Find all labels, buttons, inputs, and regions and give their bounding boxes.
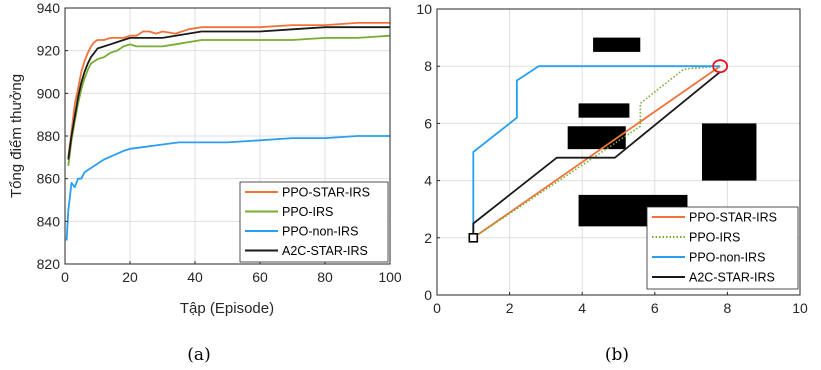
legend-label-ppo-star-irs: PPO-STAR-IRS: [282, 186, 370, 200]
x-tick-label: 10: [792, 300, 808, 316]
series-line-ppo-star-irs: [67, 21, 390, 158]
x-tick-label: 60: [252, 269, 268, 285]
legend-box: [646, 206, 799, 290]
obstacle: [567, 126, 626, 150]
x-tick-label: 6: [651, 300, 659, 316]
panel-a-legend: PPO-STAR-IRS PPO-IRS PPO-non-IRS A2C-STAR-I…: [239, 181, 389, 263]
x-tick-label: 2: [506, 300, 514, 316]
panel-a-grid: [64, 7, 391, 265]
y-tick-label: 880: [37, 128, 61, 144]
panel-b-markers: [468, 59, 729, 243]
x-tick-label: 4: [578, 300, 586, 316]
panel-b-trajectory-map: 0 2 4 6 8 10 0 2 4 6 8 10 PPO-STAR-IRS PPO-IRS PPO-no…: [416, 1, 808, 365]
panel-b-ticks: 0 2 4 6 8 10 0 2 4 6 8 10: [416, 1, 808, 316]
obstacle: [578, 103, 630, 118]
y-tick-label: 900: [37, 85, 61, 101]
legend-label-a2c-star-irs: A2C-STAR-IRS: [282, 244, 368, 258]
panel-b-frame: [436, 8, 801, 296]
legend-box: [239, 181, 389, 263]
series-line-ppo-non-irs: [472, 65, 721, 238]
x-tick-label: 0: [61, 269, 69, 285]
legend-label-ppo-irs: PPO-IRS: [282, 205, 333, 219]
y-tick-label: 8: [424, 58, 432, 74]
obstacle: [593, 37, 641, 52]
series-line-ppo-star-irs: [472, 65, 721, 239]
panel-a-y-axis-label: Tổng điểm thưởng: [8, 74, 25, 198]
y-tick-label: 940: [37, 0, 61, 16]
legend-label-ppo-star-irs: PPO-STAR-IRS: [689, 211, 777, 225]
obstacle: [701, 123, 757, 181]
panel-a-ticks: 0 20 40 60 80 100 820 840 860 880 900 920 940: [37, 0, 402, 285]
series-line-ppo-irs: [472, 65, 721, 239]
legend-label-ppo-non-irs: PPO-non-IRS: [282, 225, 358, 239]
legend-label-a2c-star-irs: A2C-STAR-IRS: [689, 271, 775, 285]
x-tick-label: 20: [122, 269, 138, 285]
y-tick-label: 820: [37, 256, 61, 272]
legend-label-ppo-non-irs: PPO-non-IRS: [689, 251, 765, 265]
y-tick-label: 4: [424, 173, 432, 189]
series-line-a2c-star-irs: [472, 71, 721, 238]
start-marker: [468, 233, 479, 243]
x-tick-label: 40: [187, 269, 203, 285]
series-line-ppo-irs: [67, 34, 391, 167]
panel-a-reward-chart: 0 20 40 60 80 100 820 840 860 880 900 920 940 Tập (E…: [8, 0, 402, 365]
y-tick-label: 920: [37, 43, 61, 59]
y-tick-label: 0: [424, 287, 432, 303]
series-line-a2c-star-irs: [67, 26, 390, 160]
series-line-ppo-non-irs: [65, 135, 390, 241]
legend-label-ppo-irs: PPO-IRS: [689, 231, 740, 245]
panel-a-x-axis-label: Tập (Episode): [180, 300, 274, 317]
panel-b-legend: PPO-STAR-IRS PPO-IRS PPO-non-IRS A2C-STAR-I…: [646, 206, 799, 290]
y-tick-label: 2: [424, 230, 432, 246]
panel-a-caption: (a): [187, 345, 210, 365]
panel-b-caption: (b): [605, 345, 629, 365]
panel-a-lines: [65, 21, 391, 241]
y-tick-label: 10: [416, 1, 432, 17]
y-tick-label: 6: [424, 115, 432, 131]
y-tick-label: 840: [37, 213, 61, 229]
x-tick-label: 100: [378, 269, 402, 285]
x-tick-label: 0: [433, 300, 441, 316]
panel-b-paths: [472, 65, 721, 239]
x-tick-label: 80: [317, 269, 333, 285]
y-tick-label: 860: [37, 171, 61, 187]
goal-marker: [712, 59, 729, 74]
x-tick-label: 8: [724, 300, 732, 316]
